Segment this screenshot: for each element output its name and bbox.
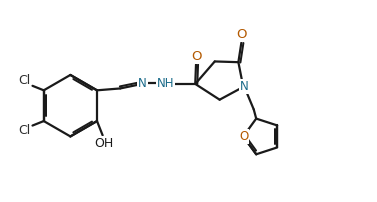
Text: N: N	[138, 77, 147, 90]
Text: Cl: Cl	[18, 124, 31, 137]
Text: O: O	[191, 50, 202, 63]
Text: OH: OH	[94, 137, 113, 150]
Text: NH: NH	[156, 77, 174, 90]
Text: O: O	[239, 130, 248, 143]
Text: O: O	[236, 28, 247, 41]
Text: N: N	[240, 80, 248, 93]
Text: Cl: Cl	[18, 74, 31, 87]
